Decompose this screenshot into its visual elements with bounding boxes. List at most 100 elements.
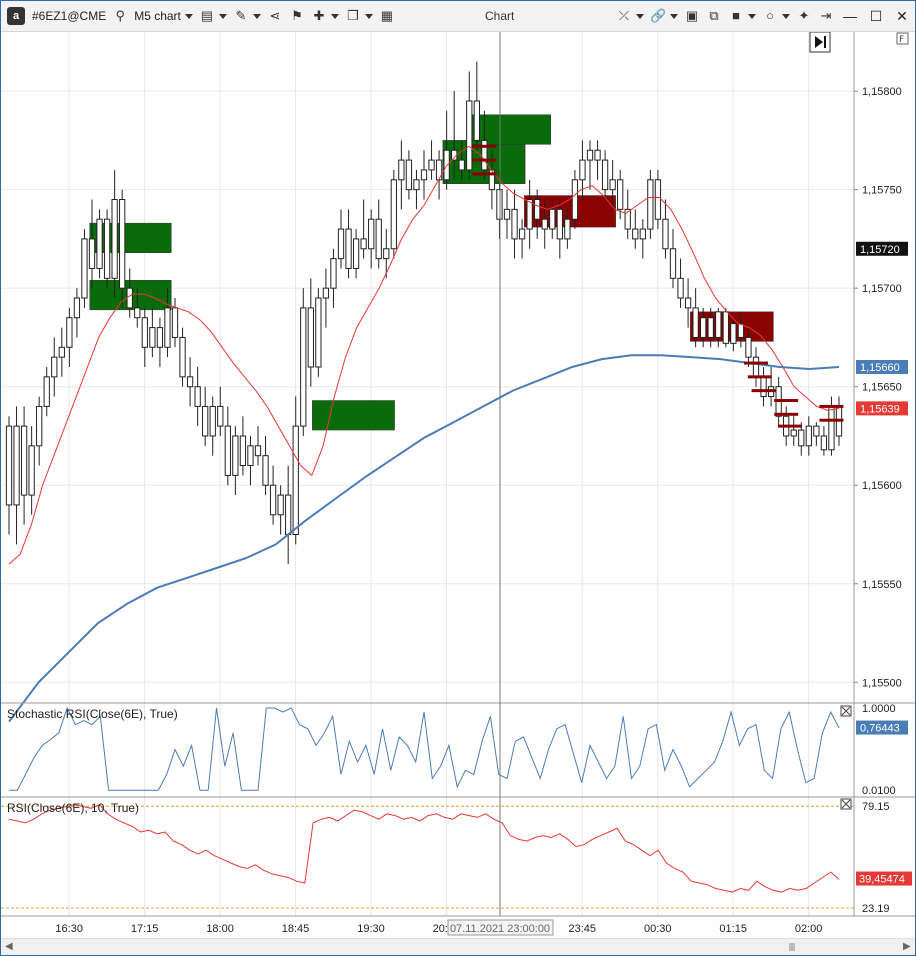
indicators-button[interactable]: ⋖ xyxy=(264,1,286,31)
app-logo-icon: a xyxy=(7,7,25,25)
stoch-close-button[interactable] xyxy=(840,705,852,717)
drawing-tools-button[interactable]: ✎ xyxy=(230,1,264,31)
candle-body xyxy=(66,317,73,348)
candle-body xyxy=(601,159,609,191)
rsi-line xyxy=(8,803,840,893)
candle-body xyxy=(247,445,254,467)
tools-button[interactable]: ⤫ xyxy=(613,1,647,31)
candle-body xyxy=(126,287,133,309)
candle-body xyxy=(119,199,126,289)
book-button[interactable]: ▦ xyxy=(376,1,398,31)
stoch-panel-title: Stochastic RSI(Close(6E), True) xyxy=(7,707,178,721)
search-button[interactable]: ⚲ xyxy=(109,1,131,31)
scroll-left-icon[interactable]: ◀ xyxy=(5,941,13,952)
scroll-thumb[interactable] xyxy=(789,943,795,951)
list-button[interactable]: ▤ xyxy=(196,1,230,31)
minimize-button[interactable]: — xyxy=(837,8,863,24)
close-icon xyxy=(841,706,851,716)
time-tick-label: 23:45 xyxy=(569,923,597,935)
candle-body xyxy=(707,317,714,338)
flag-button[interactable]: ⚑ xyxy=(286,1,308,31)
close-icon: ✕ xyxy=(896,7,908,24)
moving-averages xyxy=(8,145,840,723)
level-marker xyxy=(472,158,497,162)
candle-body xyxy=(632,228,639,240)
candle-body xyxy=(496,189,503,220)
candle-body xyxy=(43,376,50,407)
candle-body xyxy=(217,405,224,427)
level-marker xyxy=(744,361,768,365)
copy-icon: ⧉ xyxy=(709,8,719,23)
stoch-rsi-line xyxy=(9,706,840,791)
candle-body xyxy=(156,327,164,348)
color-button[interactable]: ○ xyxy=(759,1,793,31)
slow-ma-label: 1,15660 xyxy=(860,362,900,374)
toolbar: a #6EZ1@CME ⚲ M5 chart ▤ ✎ ⋖ ⚑ ✚ ❐ ▦ Cha… xyxy=(1,1,915,32)
candle-body xyxy=(722,311,729,344)
price-tick-label: 1,15600 xyxy=(862,480,902,492)
chevron-down-icon xyxy=(330,13,339,19)
indicator-icon: ⋖ xyxy=(269,8,281,23)
chevron-down-icon xyxy=(670,13,678,19)
price-tick-label: 1,15700 xyxy=(862,283,902,295)
rsi-close-button[interactable] xyxy=(840,798,852,810)
candle-body xyxy=(435,159,443,181)
symbol-selector[interactable]: #6EZ1@CME xyxy=(32,9,107,23)
candle-body xyxy=(315,297,322,368)
crosshair-icon: ✚ xyxy=(313,8,325,23)
candle-body xyxy=(669,248,677,279)
window-button[interactable]: ❐ xyxy=(342,1,376,31)
pin-button[interactable]: ⇥ xyxy=(815,1,837,31)
candle-body xyxy=(700,317,707,338)
candle-body xyxy=(813,425,820,437)
level-marker xyxy=(472,172,497,176)
price-tick-label: 1,15800 xyxy=(862,86,902,98)
candle-body xyxy=(81,238,88,299)
candle-body xyxy=(36,405,43,447)
settings-button[interactable]: ✦ xyxy=(793,1,815,31)
close-button[interactable]: ✕ xyxy=(889,8,915,25)
chart-canvas[interactable]: 1,15800 1,15750 1,15700 1,15650 1,15600 1,155… xyxy=(1,32,915,938)
candle-body xyxy=(458,159,465,171)
screenshot-button[interactable]: ▣ xyxy=(681,1,703,31)
candle-body xyxy=(345,228,352,269)
time-tick-label: 16:30 xyxy=(55,923,83,935)
candle-body xyxy=(224,425,231,476)
candle-body xyxy=(164,307,171,348)
level-marker xyxy=(774,412,799,416)
level-marker xyxy=(777,424,802,428)
copy-button[interactable]: ⧉ xyxy=(703,1,725,31)
scroll-right-icon[interactable]: ▶ xyxy=(903,941,911,952)
indicator-panels xyxy=(1,706,854,909)
candle-body xyxy=(149,327,156,348)
maximize-button[interactable]: ☐ xyxy=(863,8,889,25)
candle-body xyxy=(269,484,277,516)
last-price-label: 1,15720 xyxy=(860,244,900,256)
candle-body xyxy=(526,199,533,230)
candle-body xyxy=(790,429,797,437)
candle-body xyxy=(518,228,526,240)
candle-body xyxy=(745,336,752,358)
lock-button[interactable]: ■ xyxy=(725,1,759,31)
candle-body xyxy=(398,159,405,181)
expand-panel-button[interactable]: F xyxy=(896,32,909,45)
crosshair-time-label: 07.11.2021 23:00:00 xyxy=(450,923,550,935)
candle-body xyxy=(134,307,141,319)
level-marker xyxy=(747,375,772,379)
candle-body xyxy=(420,169,428,181)
bull-zone xyxy=(89,222,172,253)
candle-body xyxy=(262,455,269,486)
jump-to-end-button[interactable] xyxy=(809,32,831,53)
candle-body xyxy=(503,208,511,220)
horizontal-scrollbar[interactable]: ◀ ▶ xyxy=(1,938,915,955)
level-marker xyxy=(751,389,776,393)
price-tick-label: 1,15500 xyxy=(862,677,902,689)
candle-body xyxy=(798,429,805,447)
chevron-down-icon xyxy=(782,13,790,19)
link-button[interactable]: 🔗 xyxy=(647,1,681,31)
axes: 1,15800 1,15750 1,15700 1,15650 1,15600 1,155… xyxy=(1,32,915,936)
crosshair-button[interactable]: ✚ xyxy=(308,1,342,31)
chart-type-dropdown[interactable]: M5 chart xyxy=(131,1,196,31)
pencil-icon: ✎ xyxy=(235,8,247,23)
candle-body xyxy=(383,248,390,260)
